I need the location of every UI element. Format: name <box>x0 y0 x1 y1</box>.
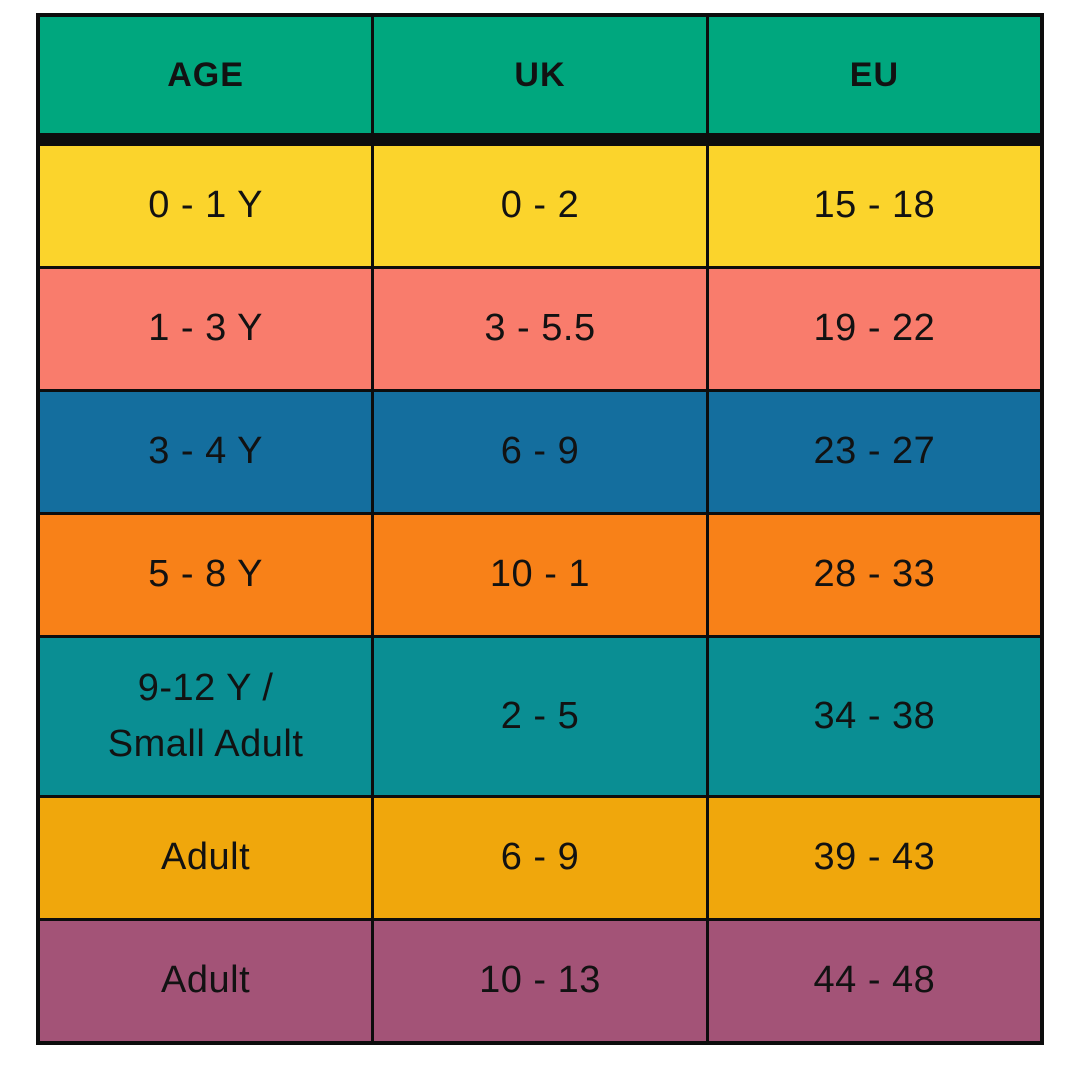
table-row: Adult 6 - 9 39 - 43 <box>36 795 1044 921</box>
header-row: AGE UK EU <box>36 13 1044 146</box>
table-row: 3 - 4 Y 6 - 9 23 - 27 <box>36 389 1044 515</box>
cell-eu: 15 - 18 <box>705 138 1044 269</box>
cell-uk: 0 - 2 <box>371 138 709 269</box>
cell-uk: 6 - 9 <box>371 389 709 515</box>
table-row: 9-12 Y / Small Adult 2 - 5 34 - 38 <box>36 635 1044 798</box>
cell-age: 0 - 1 Y <box>36 138 375 269</box>
cell-age: 3 - 4 Y <box>36 389 375 515</box>
column-header-uk: UK <box>371 13 709 146</box>
table-row: 0 - 1 Y 0 - 2 15 - 18 <box>36 138 1044 269</box>
column-header-eu: EU <box>705 13 1044 146</box>
cell-age: 1 - 3 Y <box>36 266 375 392</box>
table-row: Adult 10 - 13 44 - 48 <box>36 918 1044 1045</box>
table-body: 0 - 1 Y 0 - 2 15 - 18 1 - 3 Y 3 - 5.5 19… <box>36 138 1044 1045</box>
cell-eu: 28 - 33 <box>705 512 1044 638</box>
cell-age: Adult <box>36 795 375 921</box>
cell-age: 5 - 8 Y <box>36 512 375 638</box>
cell-eu: 34 - 38 <box>705 635 1044 798</box>
cell-age: Adult <box>36 918 375 1045</box>
table-row: 5 - 8 Y 10 - 1 28 - 33 <box>36 512 1044 638</box>
cell-uk: 10 - 1 <box>371 512 709 638</box>
table-header: AGE UK EU <box>36 13 1044 146</box>
cell-uk: 10 - 13 <box>371 918 709 1045</box>
cell-uk: 2 - 5 <box>371 635 709 798</box>
column-header-age: AGE <box>36 13 375 146</box>
cell-age: 9-12 Y / Small Adult <box>36 635 375 798</box>
cell-eu: 39 - 43 <box>705 795 1044 921</box>
cell-eu: 19 - 22 <box>705 266 1044 392</box>
cell-eu: 44 - 48 <box>705 918 1044 1045</box>
cell-uk: 3 - 5.5 <box>371 266 709 392</box>
size-conversion-table: AGE UK EU 0 - 1 Y 0 - 2 15 - 18 1 - 3 Y … <box>36 13 1044 1045</box>
table-row: 1 - 3 Y 3 - 5.5 19 - 22 <box>36 266 1044 392</box>
cell-uk: 6 - 9 <box>371 795 709 921</box>
cell-eu: 23 - 27 <box>705 389 1044 515</box>
